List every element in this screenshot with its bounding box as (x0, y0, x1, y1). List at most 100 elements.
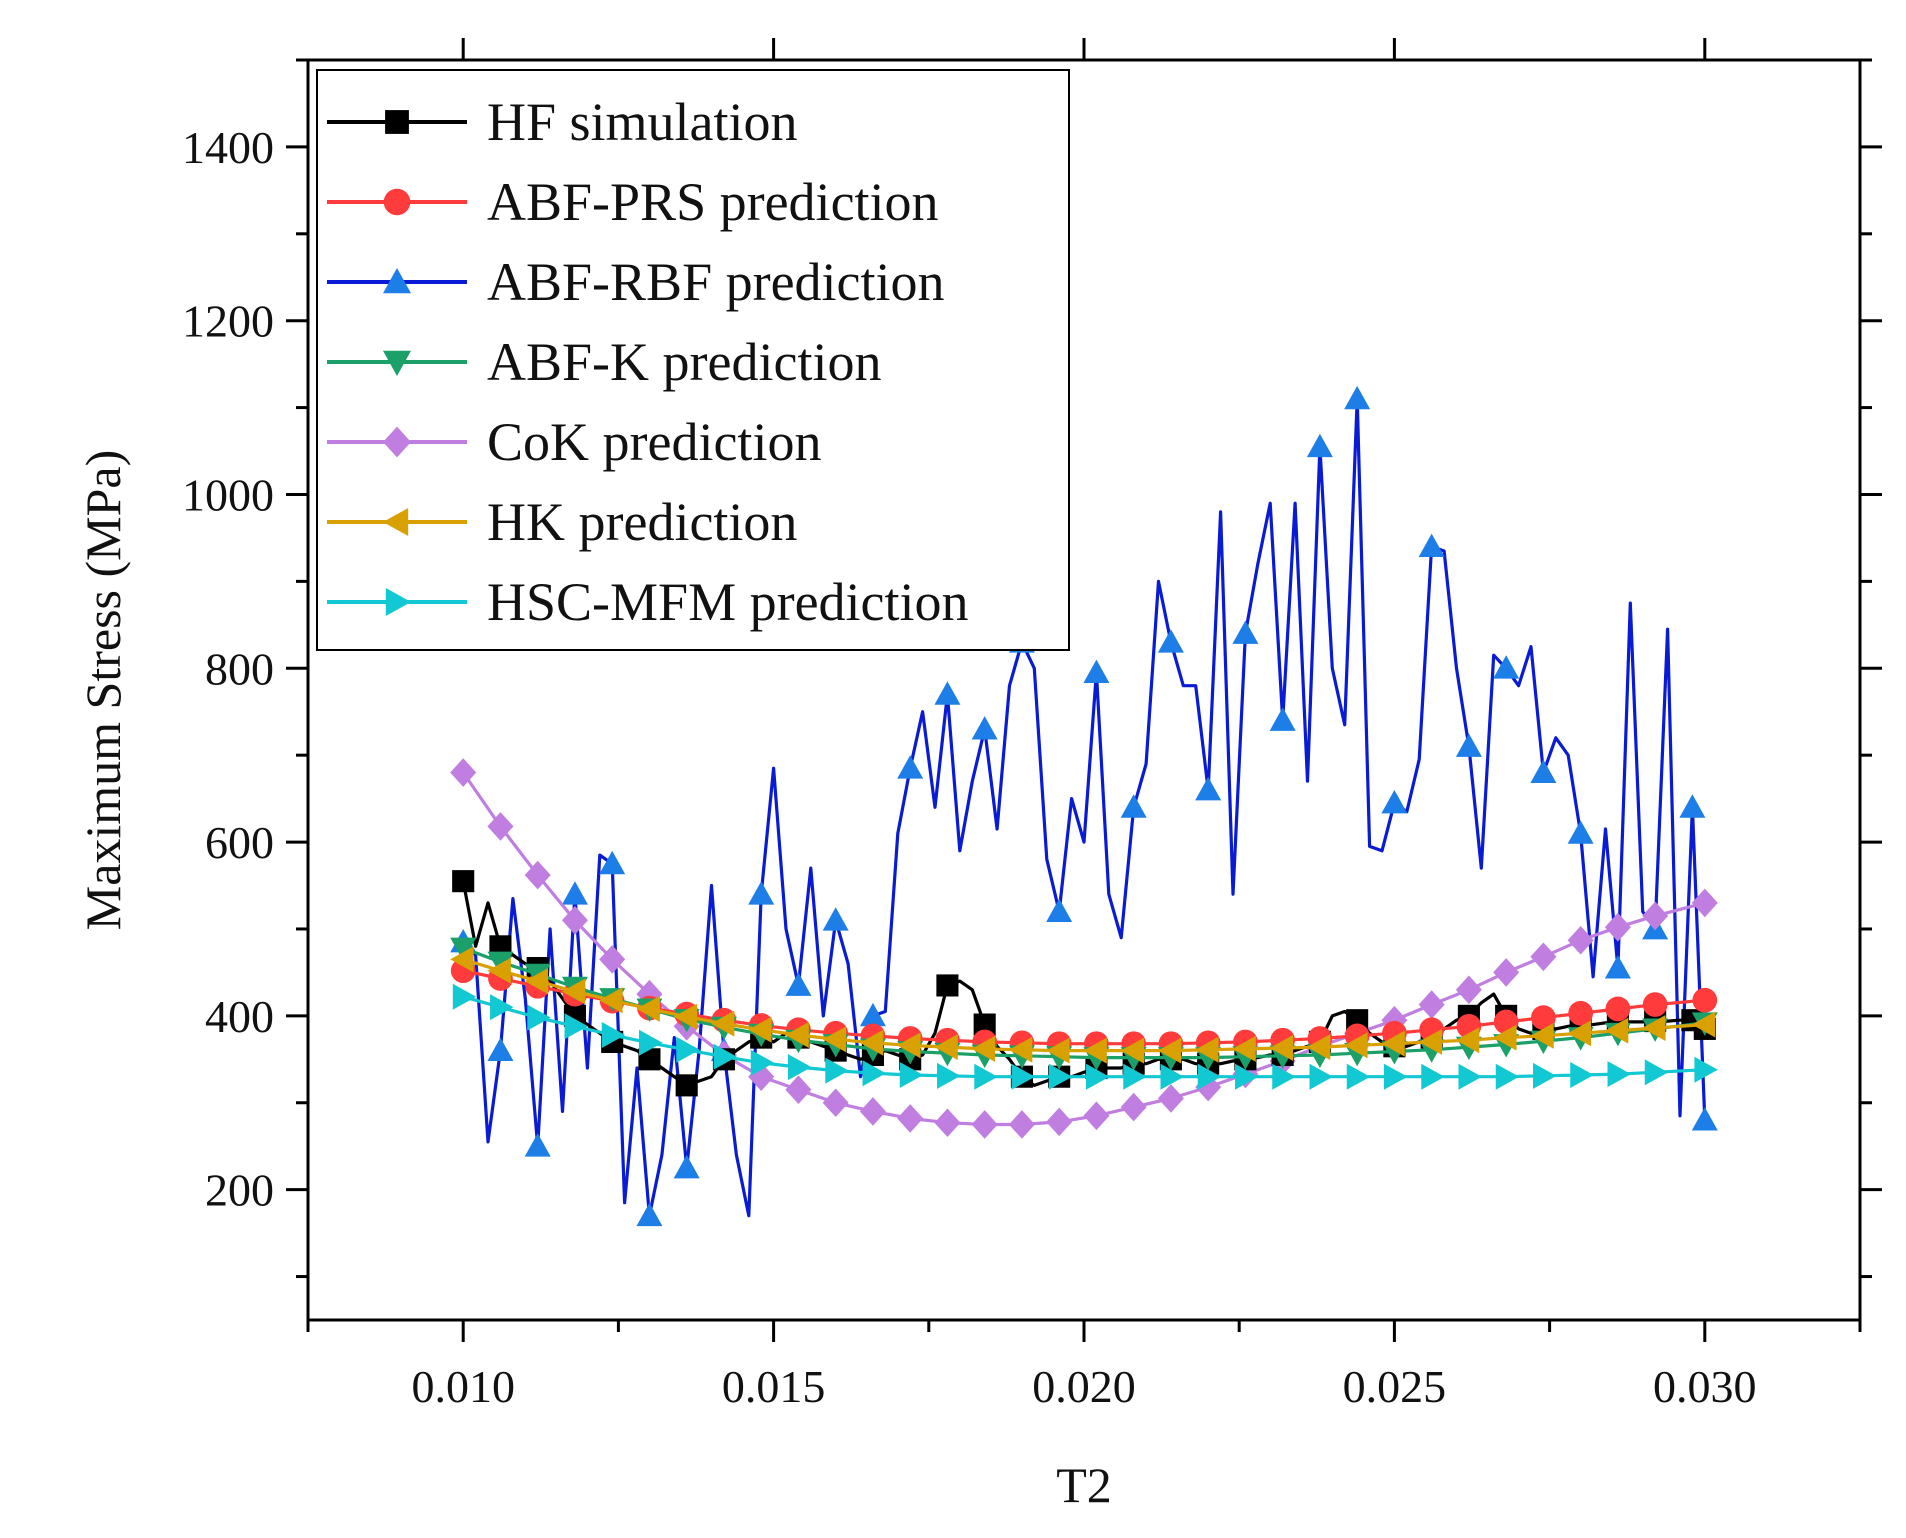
data-point-hsc-mfm-prediction (1384, 1063, 1408, 1090)
series-hsc-mfm-prediction (452, 983, 1718, 1090)
data-point-hk-prediction (971, 1035, 996, 1062)
data-point-abf-rbf-prediction (1381, 789, 1408, 814)
data-point-hsc-mfm-prediction (1272, 1063, 1296, 1090)
data-point-cok-prediction (785, 1075, 812, 1105)
data-point-abf-rbf-prediction (524, 1133, 551, 1157)
data-point-cok-prediction (934, 1108, 961, 1138)
data-point-hsc-mfm-prediction (825, 1057, 849, 1084)
legend-marker-abf-prs-prediction (383, 188, 411, 216)
data-point-hk-prediction (1083, 1037, 1107, 1064)
data-point-hk-prediction (1344, 1032, 1368, 1059)
data-point-cok-prediction (1604, 912, 1631, 942)
data-point-abf-rbf-prediction (1120, 794, 1147, 818)
data-point-abf-prs-prediction (1531, 1005, 1556, 1030)
data-point-hk-prediction (1120, 1037, 1145, 1064)
data-point-cok-prediction (1530, 942, 1557, 972)
data-point-hk-prediction (1567, 1020, 1592, 1047)
data-point-hsc-mfm-prediction (1570, 1061, 1594, 1088)
data-point-hk-prediction (450, 946, 474, 973)
data-point-cok-prediction (636, 979, 663, 1009)
data-point-hk-prediction (561, 978, 586, 1005)
legend-marker-abf-k-prediction (383, 350, 411, 376)
data-point-cok-prediction (822, 1088, 849, 1118)
data-point-hk-prediction (1642, 1015, 1666, 1042)
data-point-hsc-mfm-prediction (750, 1049, 775, 1076)
data-point-hsc-mfm-prediction (1694, 1056, 1718, 1083)
data-point-hsc-mfm-prediction (1458, 1063, 1482, 1090)
legend-marker-abf-rbf-prediction (383, 268, 411, 294)
data-point-cok-prediction (1418, 990, 1445, 1019)
x-tick-label: 0.020 (1032, 1361, 1136, 1412)
data-point-hsc-mfm-prediction (1309, 1063, 1333, 1090)
data-point-hk-prediction (1046, 1037, 1070, 1064)
data-point-cok-prediction (1083, 1101, 1110, 1131)
x-tick-label: 0.025 (1343, 1361, 1447, 1412)
series-line-hsc-mfm-prediction (462, 995, 1705, 1079)
x-tick-label: 0.010 (411, 1361, 515, 1412)
data-point-hsc-mfm-prediction (676, 1036, 700, 1063)
data-point-abf-prs-prediction (1605, 996, 1631, 1022)
data-point-abf-rbf-prediction (934, 681, 961, 705)
data-point-hf-simulation (452, 870, 475, 893)
y-tick-label: 400 (205, 991, 274, 1042)
data-point-hk-prediction (710, 1010, 735, 1037)
data-point-abf-k-prediction (487, 951, 514, 975)
data-point-abf-rbf-prediction (1604, 955, 1631, 979)
data-point-abf-rbf-prediction (1306, 433, 1333, 458)
y-tick-label: 1400 (182, 122, 274, 173)
x-axis-title: T2 (1056, 1457, 1112, 1513)
data-point-hk-prediction (1306, 1034, 1331, 1061)
legend-label-cok-prediction: CoK prediction (487, 412, 821, 472)
data-point-abf-prs-prediction (1568, 1000, 1593, 1026)
data-point-hk-prediction (748, 1016, 772, 1043)
data-point-abf-rbf-prediction (1344, 385, 1371, 410)
data-point-abf-rbf-prediction (487, 1037, 514, 1062)
data-point-cok-prediction (1691, 888, 1718, 918)
data-point-abf-rbf-prediction (897, 755, 924, 779)
data-point-hk-prediction (1157, 1037, 1182, 1064)
data-point-hk-prediction (1604, 1017, 1629, 1044)
data-point-abf-rbf-prediction (1232, 620, 1259, 644)
data-point-hk-prediction (1269, 1035, 1294, 1062)
data-point-hsc-mfm-prediction (1086, 1063, 1110, 1090)
data-point-hf-simulation (675, 1074, 698, 1097)
data-point-hsc-mfm-prediction (1421, 1063, 1445, 1090)
y-tick-label: 1200 (182, 296, 274, 347)
data-point-hsc-mfm-prediction (899, 1061, 924, 1088)
data-point-abf-rbf-prediction (1679, 794, 1706, 818)
data-point-cok-prediction (1157, 1084, 1184, 1113)
data-point-cok-prediction (1120, 1092, 1147, 1122)
data-point-hsc-mfm-prediction (1048, 1063, 1073, 1090)
data-point-hk-prediction (1493, 1024, 1517, 1051)
data-point-hsc-mfm-prediction (788, 1054, 812, 1081)
data-point-abf-rbf-prediction (1195, 776, 1222, 801)
legend-label-hk-prediction: HK prediction (487, 492, 797, 552)
data-point-hk-prediction (636, 995, 660, 1022)
data-point-hk-prediction (1418, 1028, 1443, 1055)
legend-label-hsc-mfm-prediction: HSC-MFM prediction (487, 572, 969, 632)
data-point-cok-prediction (1046, 1107, 1073, 1137)
data-point-hf-simulation (936, 974, 959, 997)
data-point-hk-prediction (1381, 1030, 1405, 1057)
data-point-hk-prediction (524, 968, 549, 995)
data-point-hf-simulation (638, 1048, 661, 1071)
y-tick-label: 600 (205, 817, 274, 868)
x-tick-label: 0.015 (722, 1361, 826, 1412)
data-point-hk-prediction (1008, 1036, 1033, 1063)
data-point-hsc-mfm-prediction (564, 1013, 588, 1040)
legend: HF simulation ABF-PRS prediction ABF-RBF p… (316, 69, 1070, 651)
data-point-abf-rbf-prediction (822, 907, 849, 931)
data-point-cok-prediction (450, 758, 477, 787)
data-point-hsc-mfm-prediction (1235, 1063, 1259, 1090)
y-tick-label: 1000 (182, 469, 274, 520)
data-point-hk-prediction (1195, 1036, 1219, 1063)
series-line-hf-simulation (461, 880, 1706, 1088)
data-point-hsc-mfm-prediction (1607, 1061, 1631, 1088)
data-point-cok-prediction (1455, 975, 1482, 1005)
data-point-cok-prediction (1493, 958, 1520, 987)
data-point-abf-rbf-prediction (971, 716, 998, 740)
legend-label-hf-simulation: HF simulation (487, 92, 798, 152)
data-point-abf-rbf-prediction (1567, 820, 1594, 844)
data-point-hk-prediction (599, 987, 623, 1014)
data-point-hsc-mfm-prediction (1644, 1059, 1669, 1086)
